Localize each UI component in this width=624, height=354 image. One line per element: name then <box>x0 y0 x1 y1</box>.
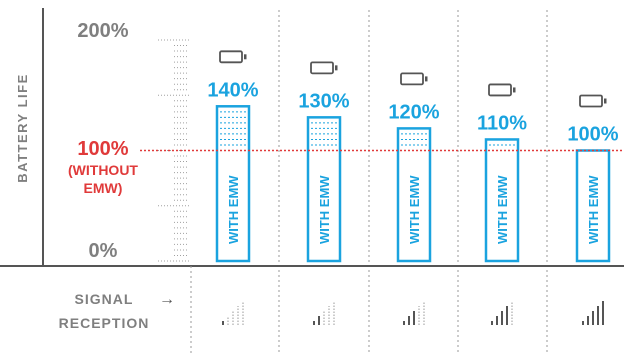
signal-icons <box>222 301 604 325</box>
value-label-4: 110% <box>477 112 527 134</box>
y-tick-label-0: 0% <box>89 240 118 262</box>
bar-5: WITH EMW <box>575 149 611 263</box>
battery-icon-tip <box>335 65 338 71</box>
bar-4: WITH EMW <box>484 138 520 263</box>
battery-icon <box>219 50 247 64</box>
bar-inner-label: WITH EMW <box>226 175 241 244</box>
value-label-1: 140% <box>207 79 258 101</box>
baseline-sublabel-2: EMW) <box>84 180 123 196</box>
bar-3: WITH EMW <box>396 127 432 263</box>
battery-icon-tip <box>425 76 428 82</box>
battery-icons <box>219 50 607 108</box>
battery-icon <box>310 61 338 75</box>
battery-icon <box>579 94 607 108</box>
signal-strength-icon <box>222 301 244 325</box>
bars: WITH EMW WITH EMW WITH EMW WITH EMW WITH EMW <box>215 105 611 263</box>
battery-icon-tip <box>513 87 516 93</box>
bar-1: WITH EMW <box>215 105 251 263</box>
bar-inner-label: WITH EMW <box>495 175 510 244</box>
bar-inner-label: WITH EMW <box>317 175 332 244</box>
battery-icon <box>400 72 428 86</box>
signal-strength-icon <box>313 301 335 325</box>
baseline-label: 100% <box>77 138 128 160</box>
battery-icon <box>488 83 516 97</box>
x-axis-title-line2: RECEPTION <box>59 315 150 331</box>
battery-icon-body <box>579 94 603 108</box>
battery-icon-body <box>219 50 243 64</box>
x-axis-arrow: → <box>159 291 175 308</box>
value-label-3: 120% <box>388 101 439 123</box>
value-label-2: 130% <box>298 90 349 112</box>
bar-rect <box>306 116 342 263</box>
y-axis-title: BATTERY LIFE <box>15 73 30 182</box>
signal-strength-icon <box>582 301 604 325</box>
bar-inner-label: WITH EMW <box>586 175 601 244</box>
bar-inner-label: WITH EMW <box>407 175 422 244</box>
battery-icon-body <box>488 83 512 97</box>
minor-ticks <box>158 39 189 262</box>
grid-lines <box>278 10 548 354</box>
signal-strength-icon <box>491 301 513 325</box>
baseline-sublabel-1: (WITHOUT <box>68 162 138 178</box>
bar-rect <box>484 138 520 263</box>
battery-icon-body <box>310 61 334 75</box>
battery-icon-body <box>400 72 424 86</box>
axes <box>0 8 624 354</box>
value-label-5: 100% <box>567 124 618 146</box>
signal-strength-icon <box>403 301 425 325</box>
bar-rect <box>215 105 251 263</box>
y-tick-label-200: 200% <box>77 20 128 42</box>
battery-icon-tip <box>604 98 607 104</box>
bar-2: WITH EMW <box>306 116 342 263</box>
value-labels: 140% 130% 120% 110% 100% <box>207 79 618 145</box>
x-axis-title-line1: SIGNAL <box>75 291 134 307</box>
battery-icon-tip <box>244 54 247 60</box>
